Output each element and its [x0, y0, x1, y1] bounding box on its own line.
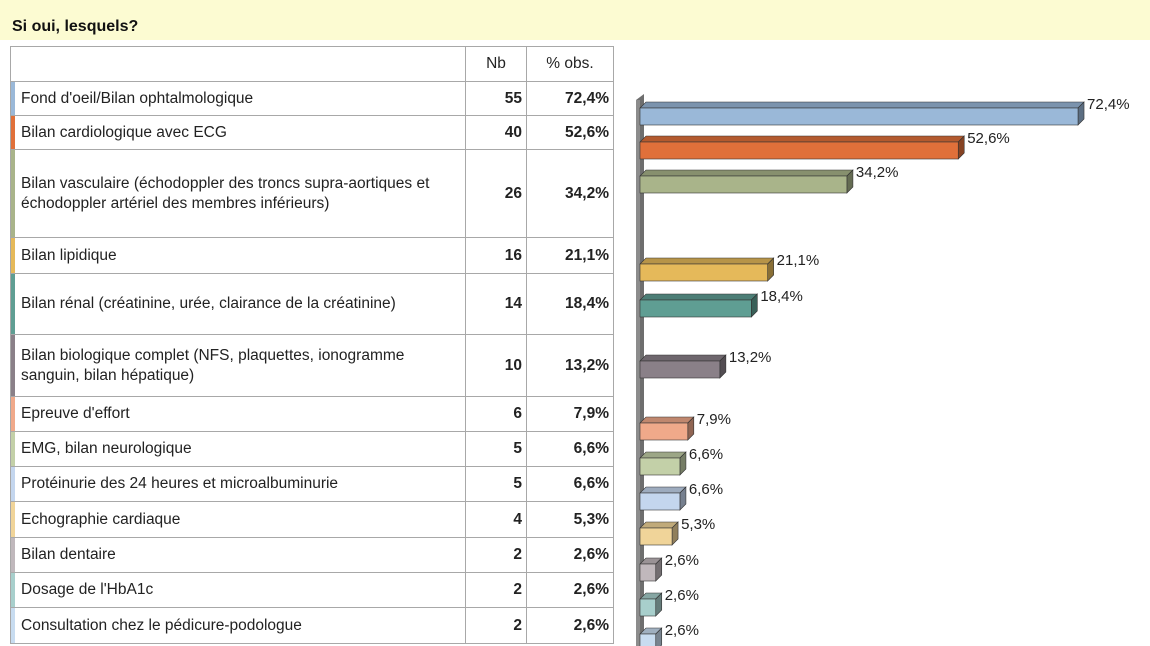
bar [639, 527, 673, 546]
bar-top [639, 451, 687, 459]
bar [639, 457, 681, 476]
bar-label: 7,9% [697, 411, 731, 428]
pct-value: 72,4% [526, 81, 614, 116]
pct-value: 52,6% [526, 115, 614, 150]
bar-label: 21,1% [777, 252, 820, 269]
bar-top [639, 101, 1085, 109]
row-label: Protéinurie des 24 heures et microalbumi… [15, 466, 466, 502]
bar-label: 18,4% [760, 288, 803, 305]
pct-value: 2,6% [526, 607, 614, 644]
bar-label: 72,4% [1087, 96, 1130, 113]
bar-top [639, 521, 679, 529]
row-label: Bilan dentaire [15, 537, 466, 573]
pct-value: 34,2% [526, 149, 614, 238]
bar-label: 6,6% [689, 446, 723, 463]
nb-value: 5 [465, 431, 527, 467]
bar-top [639, 416, 695, 424]
row: Bilan cardiologique avec ECG 40 52,6% [10, 115, 614, 150]
bar [639, 175, 848, 194]
pct-value: 2,6% [526, 572, 614, 608]
header-row: Nb % obs. [10, 46, 614, 82]
bar [639, 360, 721, 379]
bar [639, 141, 959, 160]
bar-label: 2,6% [665, 552, 699, 569]
row-label: EMG, bilan neurologique [15, 431, 466, 467]
row-label: Dosage de l'HbA1c [15, 572, 466, 608]
bar-top [639, 354, 727, 362]
bar-label: 34,2% [856, 164, 899, 181]
row-label: Bilan vasculaire (échodoppler des troncs… [15, 149, 466, 238]
bar-top [639, 257, 775, 265]
pct-value: 13,2% [526, 334, 614, 397]
bar-label: 13,2% [729, 349, 772, 366]
bar-top [639, 486, 687, 494]
bar-label: 5,3% [681, 516, 715, 533]
axis-wall-front [636, 100, 640, 646]
pct-value: 21,1% [526, 237, 614, 274]
row: EMG, bilan neurologique 5 6,6% [10, 431, 614, 467]
bar-top [639, 135, 965, 143]
nb-value: 4 [465, 501, 527, 538]
row-label: Bilan biologique complet (NFS, plaquette… [15, 334, 466, 397]
pct-value: 7,9% [526, 396, 614, 432]
cell [15, 46, 466, 82]
bar [639, 422, 689, 441]
bar [639, 263, 768, 282]
row: Bilan vasculaire (échodoppler des troncs… [10, 149, 614, 238]
table: Nb % obs. Fond d'oeil/Bilan ophtalmologi… [10, 46, 614, 644]
row: Bilan biologique complet (NFS, plaquette… [10, 334, 614, 397]
nb-value: 2 [465, 572, 527, 608]
nb-value: 10 [465, 334, 527, 397]
nb-value: 16 [465, 237, 527, 274]
bar-label: 52,6% [967, 130, 1010, 147]
row: Echographie cardiaque 4 5,3% [10, 501, 614, 538]
row-label: Epreuve d'effort [15, 396, 466, 432]
row: Epreuve d'effort 6 7,9% [10, 396, 614, 432]
title: Si oui, lesquels? [12, 18, 139, 35]
row: Dosage de l'HbA1c 2 2,6% [10, 572, 614, 608]
bar-top [639, 169, 854, 177]
bar [639, 598, 657, 617]
header-pct: % obs. [526, 46, 614, 82]
row-label: Bilan cardiologique avec ECG [15, 115, 466, 150]
bar [639, 299, 752, 318]
row-label: Consultation chez le pédicure-podologue [15, 607, 466, 644]
pct-value: 5,3% [526, 501, 614, 538]
bar [639, 492, 681, 511]
color-stripe [10, 607, 15, 644]
row: Consultation chez le pédicure-podologue 2… [10, 607, 614, 644]
row: Bilan dentaire 2 2,6% [10, 537, 614, 573]
bar-label: 2,6% [665, 622, 699, 639]
bar [639, 563, 657, 582]
bar-top [639, 293, 759, 301]
nb-value: 2 [465, 607, 527, 644]
title-bar: Si oui, lesquels? [0, 0, 1150, 40]
pct-value: 18,4% [526, 273, 614, 335]
row: Protéinurie des 24 heures et microalbumi… [10, 466, 614, 502]
bar [639, 633, 657, 646]
row: Bilan rénal (créatinine, urée, clairance… [10, 273, 614, 335]
bar-label: 2,6% [665, 587, 699, 604]
pct-value: 2,6% [526, 537, 614, 573]
bar [639, 107, 1079, 126]
bar-label: 6,6% [689, 481, 723, 498]
pct-value: 6,6% [526, 431, 614, 467]
header-nb: Nb [465, 46, 527, 82]
